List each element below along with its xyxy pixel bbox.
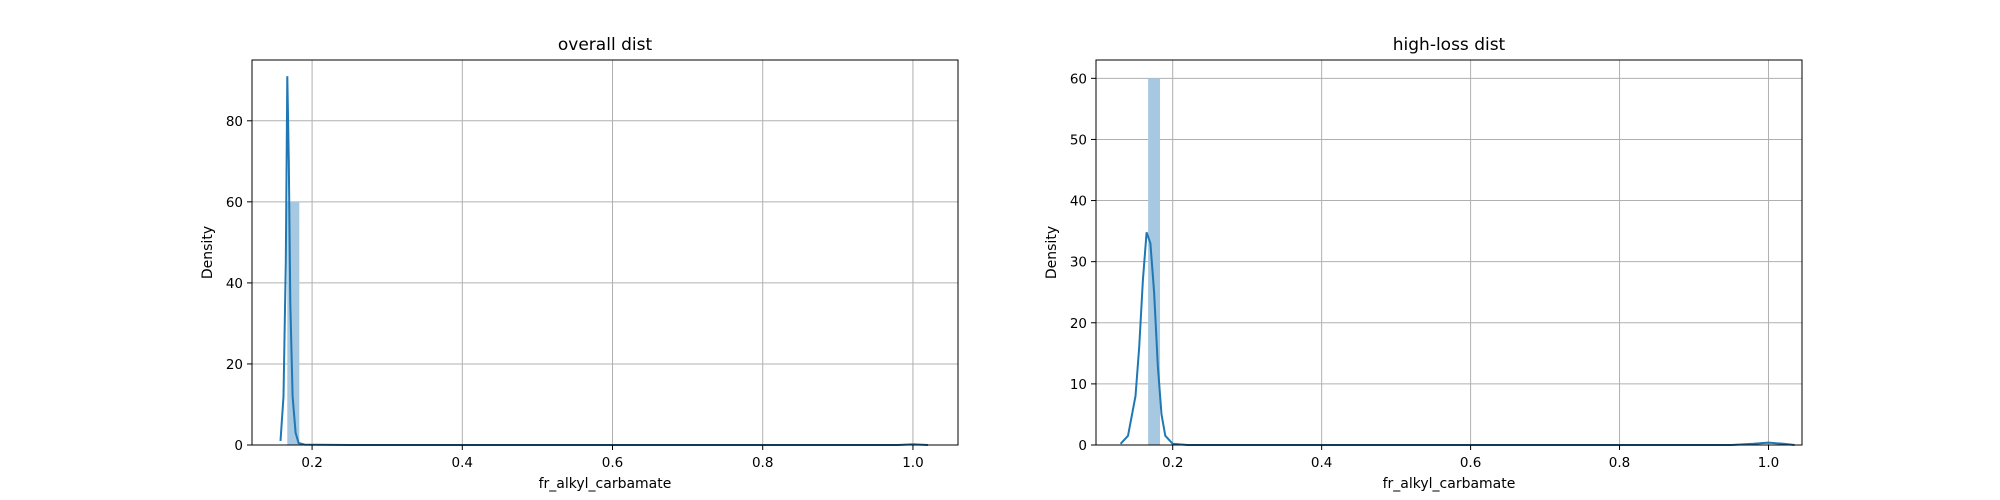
y-tick-label: 30 — [1070, 255, 1087, 271]
chart-title: high-loss dist — [1393, 35, 1506, 55]
y-axis-label: Density — [200, 226, 216, 279]
y-axis-label: Density — [1044, 226, 1060, 279]
y-axis-ticks: 0 20 40 60 80 — [226, 114, 252, 454]
x-tick-label: 0.4 — [452, 455, 473, 471]
x-tick-label: 0.8 — [752, 455, 773, 471]
histogram-bar — [1148, 78, 1161, 445]
x-tick-label: 0.2 — [301, 455, 322, 471]
kde-curve — [1119, 231, 1795, 446]
x-axis-label: fr_alkyl_carbamate — [539, 476, 672, 492]
x-tick-label: 0.6 — [1460, 455, 1481, 471]
y-tick-label: 40 — [1070, 194, 1087, 210]
axes-frame — [1095, 59, 1803, 446]
y-axis-ticks: 0 10 20 30 40 50 60 — [1070, 71, 1096, 454]
chart-title: overall dist — [558, 35, 653, 55]
x-tick-label: 1.0 — [1758, 455, 1779, 471]
y-tick-label: 80 — [226, 114, 243, 130]
y-tick-label: 0 — [1078, 438, 1087, 454]
x-axis-label: fr_alkyl_carbamate — [1383, 476, 1516, 492]
x-tick-label: 1.0 — [902, 455, 923, 471]
x-tick-label: 0.4 — [1311, 455, 1332, 471]
x-tick-label: 0.8 — [1609, 455, 1630, 471]
chart-high-loss-dist: 0.2 0.4 0.6 0.8 1.0 0 10 20 30 40 50 60 high-loss … — [1044, 35, 1803, 492]
y-tick-label: 60 — [226, 195, 243, 211]
y-tick-label: 20 — [1070, 316, 1087, 332]
x-tick-label: 0.2 — [1162, 455, 1183, 471]
x-axis-ticks: 0.2 0.4 0.6 0.8 1.0 — [1162, 445, 1779, 471]
histogram-bars — [1148, 78, 1161, 445]
x-axis-ticks: 0.2 0.4 0.6 0.8 1.0 — [301, 445, 924, 471]
y-tick-label: 50 — [1070, 132, 1087, 148]
chart-overall-dist: 0.2 0.4 0.6 0.8 1.0 0 20 40 60 80 overall dist f… — [200, 35, 959, 492]
y-tick-label: 0 — [234, 438, 243, 454]
y-tick-label: 40 — [226, 276, 243, 292]
y-tick-label: 20 — [226, 357, 243, 373]
y-tick-label: 10 — [1070, 377, 1087, 393]
x-tick-label: 0.6 — [602, 455, 623, 471]
y-tick-label: 60 — [1070, 71, 1087, 87]
axes-frame — [251, 59, 959, 446]
